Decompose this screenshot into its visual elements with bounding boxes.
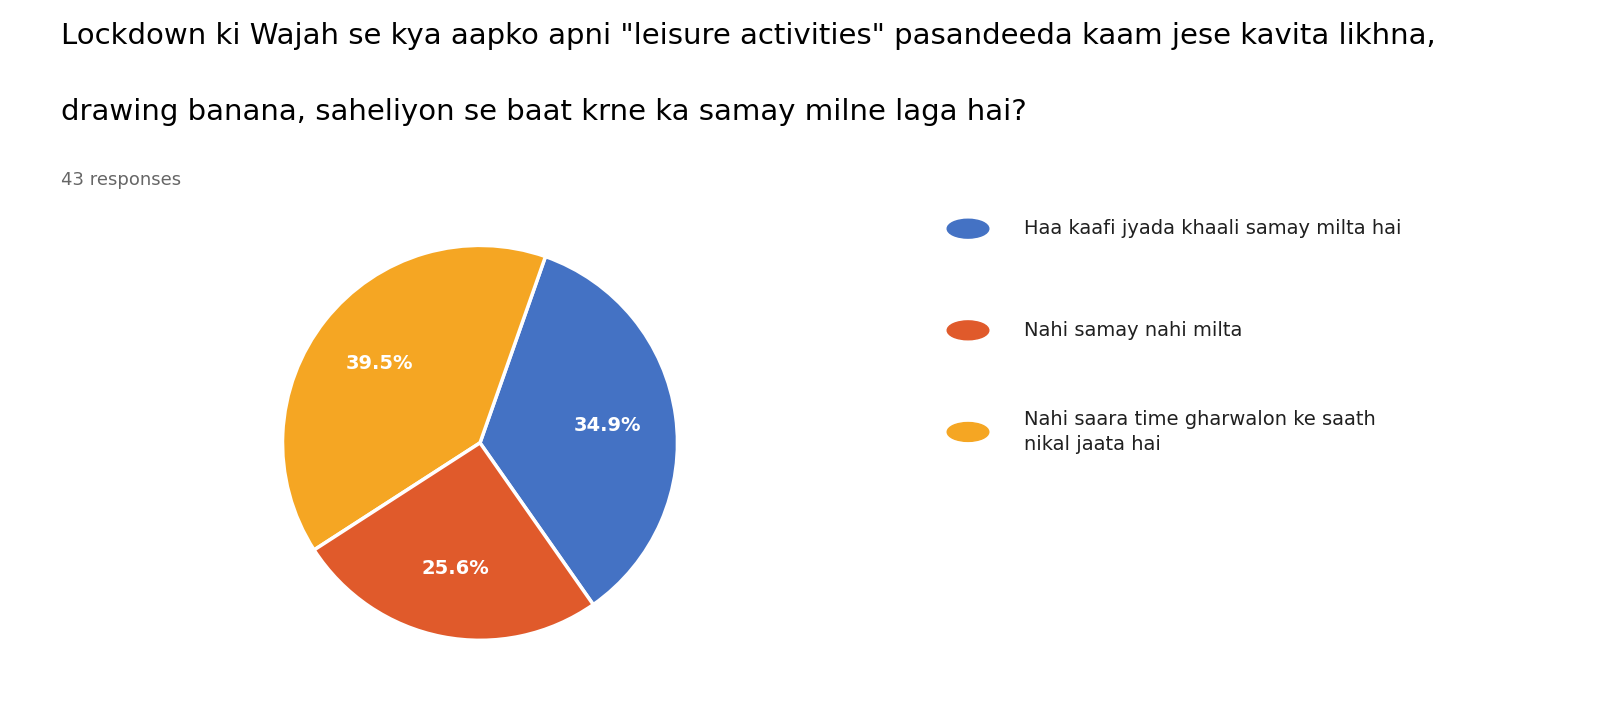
Wedge shape	[314, 443, 594, 640]
Text: 25.6%: 25.6%	[421, 559, 490, 579]
Wedge shape	[283, 245, 546, 550]
Text: Lockdown ki Wajah se kya aapko apni "leisure activities" pasandeeda kaam jese ka: Lockdown ki Wajah se kya aapko apni "lei…	[61, 22, 1435, 50]
Text: 39.5%: 39.5%	[346, 354, 413, 373]
Text: Haa kaafi jyada khaali samay milta hai: Haa kaafi jyada khaali samay milta hai	[1024, 219, 1402, 238]
Text: 34.9%: 34.9%	[573, 416, 642, 435]
Text: Nahi samay nahi milta: Nahi samay nahi milta	[1024, 321, 1242, 340]
Text: drawing banana, saheliyon se baat krne ka samay milne laga hai?: drawing banana, saheliyon se baat krne k…	[61, 98, 1027, 126]
Text: 43 responses: 43 responses	[61, 171, 181, 189]
Wedge shape	[480, 256, 677, 605]
Text: Nahi saara time gharwalon ke saath
nikal jaata hai: Nahi saara time gharwalon ke saath nikal…	[1024, 410, 1376, 454]
